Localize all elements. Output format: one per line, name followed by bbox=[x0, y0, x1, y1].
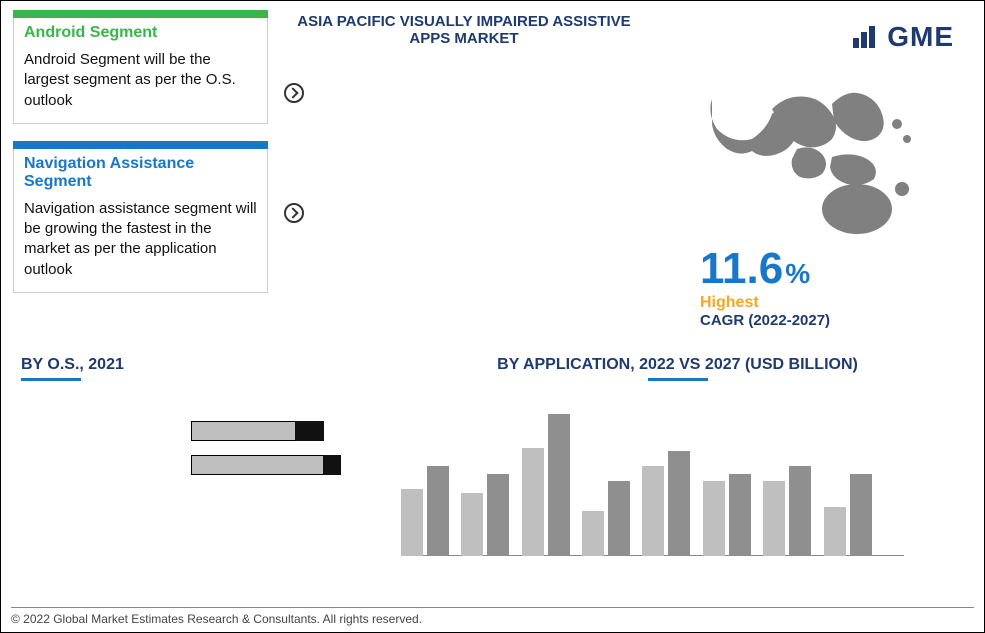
infographic-page: Android Segment Android Segment will be … bbox=[0, 0, 985, 633]
bar-2027 bbox=[608, 481, 630, 556]
bar-2022 bbox=[582, 511, 604, 556]
cagr-value-row: 11.6 % bbox=[700, 244, 830, 294]
bar-2022 bbox=[522, 448, 544, 556]
navigation-title: Navigation Assistance Segment bbox=[24, 155, 257, 191]
title-underline bbox=[21, 378, 81, 381]
copyright: © 2022 Global Market Estimates Research … bbox=[11, 607, 974, 626]
navigation-bar bbox=[13, 141, 268, 149]
chevron-right-icon bbox=[284, 83, 304, 103]
bar-2027 bbox=[789, 466, 811, 556]
bar-group bbox=[824, 474, 872, 557]
navigation-desc: Navigation assistance segment will be gr… bbox=[24, 199, 257, 280]
bar-group bbox=[461, 474, 509, 557]
gme-logo: GME bbox=[853, 21, 954, 53]
bar-2027 bbox=[729, 474, 751, 557]
os-chart: BY O.S., 2021 bbox=[21, 356, 361, 596]
os-bar bbox=[191, 455, 341, 475]
right-column: GME 11.6 % bbox=[660, 9, 972, 351]
cagr-highest: Highest bbox=[700, 294, 830, 312]
bar-group bbox=[703, 474, 751, 557]
cagr-label: CAGR (2022-2027) bbox=[700, 312, 830, 329]
logo-text: GME bbox=[887, 21, 954, 53]
cagr-value: 11.6 bbox=[700, 244, 783, 294]
app-chart: BY APPLICATION, 2022 VS 2027 (USD BILLIO… bbox=[391, 356, 964, 596]
bar-group bbox=[522, 414, 570, 557]
top-area: Android Segment Android Segment will be … bbox=[1, 1, 984, 351]
app-bar-plot bbox=[401, 406, 904, 556]
bar-group bbox=[582, 481, 630, 556]
bar-2027 bbox=[427, 466, 449, 556]
title-underline bbox=[648, 378, 708, 381]
charts-area: BY O.S., 2021 BY APPLICATION, 2022 VS 20… bbox=[1, 356, 984, 596]
bar-group bbox=[763, 466, 811, 556]
bar-2022 bbox=[461, 493, 483, 556]
bar-2022 bbox=[824, 507, 846, 557]
app-chart-title-wrap: BY APPLICATION, 2022 VS 2027 (USD BILLIO… bbox=[391, 356, 964, 381]
os-chart-title: BY O.S., 2021 bbox=[21, 356, 361, 381]
bar-2022 bbox=[642, 466, 664, 556]
android-desc: Android Segment will be the largest segm… bbox=[24, 50, 257, 111]
bar-2022 bbox=[763, 481, 785, 556]
page-title: ASIA PACIFIC VISUALLY IMPAIRED ASSISTIVE… bbox=[284, 13, 644, 47]
app-chart-title: BY APPLICATION, 2022 VS 2027 (USD BILLIO… bbox=[391, 356, 964, 381]
cagr-block: 11.6 % Highest CAGR (2022-2027) bbox=[700, 244, 830, 329]
bullet-row-2 bbox=[284, 197, 644, 287]
cagr-percent: % bbox=[785, 258, 810, 290]
android-bar bbox=[13, 10, 268, 18]
os-bar-row bbox=[191, 421, 361, 443]
os-hbar-wrap bbox=[21, 421, 361, 477]
bar-2022 bbox=[703, 481, 725, 556]
android-title: Android Segment bbox=[24, 24, 257, 42]
bar-group bbox=[642, 451, 690, 556]
bar-2027 bbox=[487, 474, 509, 557]
os-bar-end bbox=[323, 455, 341, 475]
os-bar-end bbox=[295, 421, 324, 441]
bar-group bbox=[401, 466, 449, 556]
asia-pacific-map bbox=[702, 79, 932, 239]
os-bar bbox=[191, 421, 324, 441]
os-bar-row bbox=[191, 455, 361, 477]
bar-2027 bbox=[548, 414, 570, 557]
mid-column: ASIA PACIFIC VISUALLY IMPAIRED ASSISTIVE… bbox=[284, 9, 644, 351]
bar-2027 bbox=[668, 451, 690, 556]
logo-bars-icon bbox=[853, 26, 881, 48]
navigation-segment-box: Navigation Assistance Segment Navigation… bbox=[13, 146, 268, 293]
bar-2022 bbox=[401, 489, 423, 557]
left-column: Android Segment Android Segment will be … bbox=[13, 9, 268, 351]
android-segment-box: Android Segment Android Segment will be … bbox=[13, 15, 268, 124]
chevron-right-icon bbox=[284, 203, 304, 223]
bullet-row-1 bbox=[284, 77, 644, 167]
bar-2027 bbox=[850, 474, 872, 557]
